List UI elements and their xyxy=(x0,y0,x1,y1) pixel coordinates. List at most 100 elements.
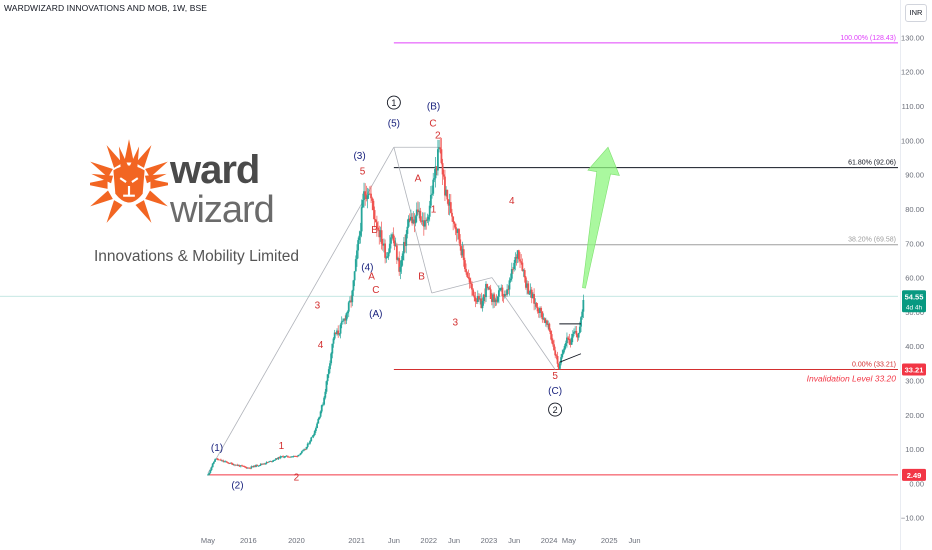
wave-label: A xyxy=(368,271,375,282)
candle-body xyxy=(461,249,464,256)
invalidation-label: Invalidation Level 33.20 xyxy=(807,374,897,384)
wave-label: (5) xyxy=(388,119,400,130)
candle-body xyxy=(327,369,330,375)
candle-body xyxy=(293,456,296,457)
y-tick-label: 80.00 xyxy=(905,205,924,214)
wave-label-circle xyxy=(386,95,401,110)
candle-body xyxy=(356,250,358,260)
fib-level-label: 61.80% (92.06) xyxy=(848,160,896,167)
y-tick-label: 70.00 xyxy=(905,239,924,248)
candle-body xyxy=(446,189,449,200)
candle-body xyxy=(447,199,450,206)
candle-body xyxy=(218,459,221,461)
candle-body xyxy=(340,321,343,325)
candle-body xyxy=(208,472,211,475)
wave-label: A xyxy=(415,174,422,185)
candle-body xyxy=(248,467,250,469)
candle-body xyxy=(258,465,261,466)
candle-body xyxy=(259,463,262,466)
candle-body xyxy=(292,456,295,457)
candle-body xyxy=(303,449,306,451)
candle-body xyxy=(454,223,457,230)
candle-body xyxy=(298,454,301,456)
candle-body xyxy=(451,212,453,217)
candle-body xyxy=(364,191,367,196)
price-axis-divider xyxy=(900,0,901,550)
x-tick-label: 2023 xyxy=(481,536,498,545)
candle-body xyxy=(317,419,320,424)
candle-body xyxy=(386,256,389,258)
candle-body xyxy=(434,166,437,179)
x-tick-label: 2021 xyxy=(348,536,365,545)
x-tick-label: 2024 xyxy=(541,536,558,545)
candle-body xyxy=(351,290,354,303)
candle-body xyxy=(557,363,560,369)
candle-body xyxy=(413,219,416,224)
candle-body xyxy=(324,391,327,398)
candle-body xyxy=(380,230,383,244)
y-tick-label: 100.00 xyxy=(901,136,924,145)
candle-body xyxy=(527,283,530,294)
candle-body xyxy=(310,437,313,442)
candle-body xyxy=(439,147,442,150)
candle-body xyxy=(291,456,294,458)
candle-body xyxy=(455,229,458,233)
candle-body xyxy=(445,189,448,196)
candle-body xyxy=(560,357,562,364)
x-tick-label: Jun xyxy=(508,536,520,545)
candle-body xyxy=(343,318,345,321)
x-tick-label: May xyxy=(562,536,576,545)
candle-body xyxy=(475,301,478,303)
candle-body xyxy=(295,456,297,457)
candle-body xyxy=(334,332,337,335)
brand-logo: ward wizard Innovations & Mobility Limit… xyxy=(90,138,299,278)
candle-body xyxy=(420,220,423,222)
currency-button[interactable]: INR xyxy=(905,4,927,22)
candle-body xyxy=(520,261,523,263)
candle-body xyxy=(299,453,302,455)
candle-body xyxy=(514,256,517,263)
candle-body xyxy=(580,317,582,327)
y-tick-label: 10.00 xyxy=(905,445,924,454)
symbol-title[interactable]: WARDWIZARD INNOVATIONS AND MOB, 1W, BSE xyxy=(4,3,208,13)
candle-body xyxy=(268,461,270,463)
wave-label: (B) xyxy=(427,101,440,112)
candle-body xyxy=(229,462,232,464)
wave-label: C xyxy=(372,285,379,296)
candle-body xyxy=(570,337,573,345)
level-badge-bg xyxy=(902,468,926,481)
wave-label-circle xyxy=(548,402,563,417)
candle-body xyxy=(392,234,395,241)
candle-body xyxy=(407,218,410,227)
y-tick-label: 20.00 xyxy=(905,411,924,420)
candle-body xyxy=(339,324,342,334)
wave-label: C xyxy=(429,119,436,130)
candle-body xyxy=(574,330,577,332)
last-price-badge-countdown: 4d 4h xyxy=(906,304,923,311)
x-tick-label: 2022 xyxy=(420,536,437,545)
candle-body xyxy=(401,253,404,261)
candle-body xyxy=(387,252,390,257)
candle-body xyxy=(227,462,229,464)
candle-body xyxy=(358,235,361,241)
candle-body xyxy=(256,464,259,466)
candle-body xyxy=(546,320,548,325)
y-tick-label: 50.00 xyxy=(905,308,924,317)
candle-body xyxy=(569,340,572,345)
candle-body xyxy=(498,290,500,297)
candle-body xyxy=(378,229,381,238)
candle-body xyxy=(562,350,565,354)
candle-body xyxy=(563,346,566,351)
candle-body xyxy=(452,216,455,223)
candle-body xyxy=(322,404,324,406)
candle-body xyxy=(478,296,480,300)
candle-body xyxy=(427,216,430,220)
candle-body xyxy=(372,200,375,211)
candle-body xyxy=(533,294,535,304)
candle-body xyxy=(336,330,338,335)
candle-body xyxy=(388,243,391,253)
candle-body xyxy=(280,456,283,458)
candle-body xyxy=(363,191,365,201)
y-tick-label: 120.00 xyxy=(901,68,924,77)
